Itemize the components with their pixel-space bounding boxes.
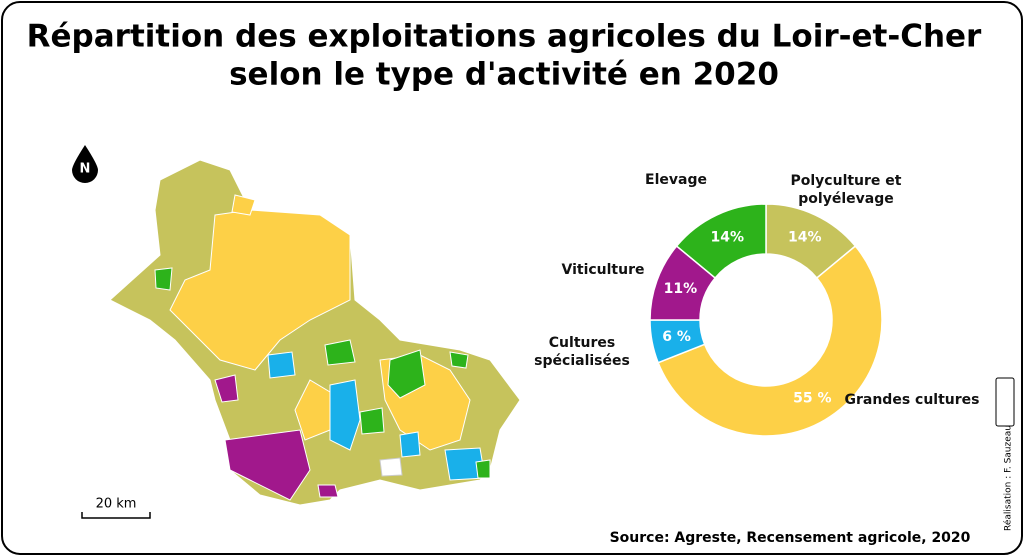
value-label: 14%: [788, 230, 822, 246]
category-label: Elevage: [645, 172, 707, 188]
value-label: 55 %: [793, 390, 831, 406]
credit: Réalisation : F. Sauzeau: [1003, 425, 1014, 531]
category-label: Polyculture et polyélevage: [790, 173, 902, 207]
category-label: Viticulture: [561, 262, 645, 278]
title-line: Répartition des exploitations agricoles …: [27, 19, 982, 55]
license-icon: [995, 377, 1015, 427]
value-label: 6 %: [662, 329, 691, 345]
value-label: 14%: [710, 230, 744, 246]
source: Source: Agreste, Recensement agricole, 2…: [610, 530, 971, 546]
scale-bar: [81, 512, 151, 519]
donut-segment: [657, 245, 883, 437]
category-label: Grandes cultures: [844, 392, 980, 408]
donut-segment: [675, 203, 767, 279]
category-label: Cultures spécialisées: [534, 335, 630, 369]
value-label: 11%: [664, 281, 698, 297]
north-label: N: [80, 162, 91, 177]
north-arrow: [72, 145, 98, 183]
scale-label: 20 km: [96, 497, 137, 512]
map: [109, 159, 521, 506]
title-line: selon le type d'activité en 2020: [229, 57, 779, 93]
donut: 14% 55 % 6 % 11% 14%: [649, 203, 883, 437]
